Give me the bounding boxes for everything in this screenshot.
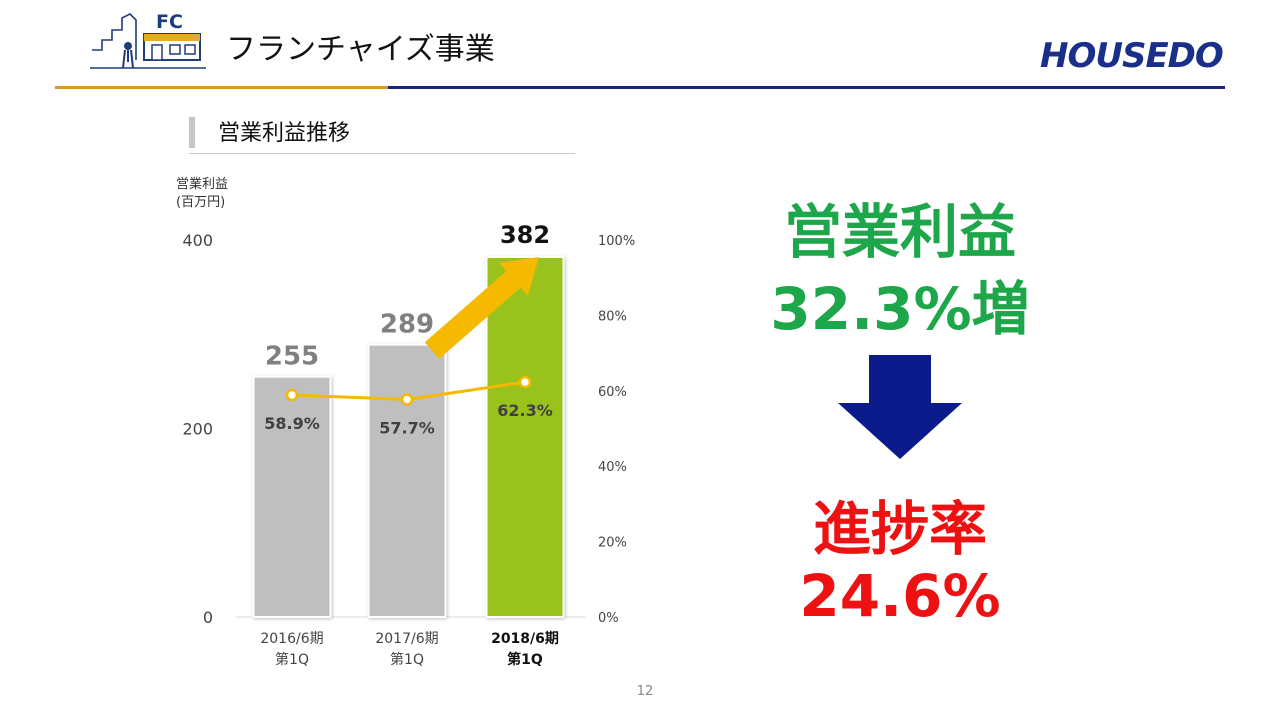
value-label: 289 bbox=[380, 310, 434, 340]
ratio-point bbox=[400, 393, 414, 406]
y2-tick-label: 100% bbox=[598, 234, 635, 249]
y-tick-label: 0 bbox=[203, 608, 213, 627]
y-axis-label: 営業利益 (百万円) bbox=[176, 176, 228, 212]
fc-franchise-logo bbox=[90, 13, 206, 69]
y2-tick-label: 20% bbox=[598, 536, 627, 551]
highlight-progress-value: 24.6% bbox=[799, 562, 1001, 630]
header-divider-orange bbox=[55, 86, 388, 89]
ratio-point bbox=[285, 388, 299, 402]
y-tick-label: 400 bbox=[182, 231, 213, 250]
ratio-label: 58.9% bbox=[264, 414, 320, 433]
y-axis-label-line1: 営業利益 bbox=[176, 177, 229, 192]
bar bbox=[485, 255, 565, 618]
ratio-label: 57.7% bbox=[379, 418, 435, 437]
category-label: 第1Q bbox=[507, 651, 543, 668]
y-tick-label: 200 bbox=[182, 420, 213, 439]
y2-tick-label: 80% bbox=[598, 309, 627, 324]
y2-tick-label: 0% bbox=[598, 611, 619, 626]
down-arrow-icon bbox=[838, 355, 962, 459]
page-title: フランチャイズ事業 bbox=[226, 32, 495, 67]
y-axis-label-line2: (百万円) bbox=[176, 195, 226, 210]
category-label: 2016/6期 bbox=[260, 631, 323, 647]
y2-tick-label: 40% bbox=[598, 460, 627, 475]
section-marker bbox=[189, 117, 195, 148]
page-number: 12 bbox=[636, 684, 654, 699]
header-divider-navy bbox=[388, 86, 1225, 89]
category-label: 2017/6期 bbox=[375, 631, 438, 647]
ratio-point bbox=[518, 375, 532, 389]
bar bbox=[252, 375, 332, 618]
fc-label: FC bbox=[156, 11, 183, 33]
highlight-metric: 営業利益 bbox=[783, 198, 1016, 266]
ratio-label: 62.3% bbox=[497, 401, 553, 420]
growth-arrow bbox=[424, 257, 539, 359]
highlight-progress-label: 進捗率 bbox=[812, 495, 987, 563]
highlight-growth: 32.3%増 bbox=[770, 275, 1030, 343]
category-label: 2018/6期 bbox=[491, 631, 559, 647]
section-title: 営業利益推移 bbox=[218, 121, 351, 146]
housedo-logo: HOUSEDO bbox=[1040, 36, 1224, 76]
category-label: 第1Q bbox=[390, 651, 424, 668]
value-label: 382 bbox=[500, 221, 550, 249]
y2-tick-label: 60% bbox=[598, 385, 627, 400]
section-underline bbox=[189, 153, 575, 154]
value-label: 255 bbox=[265, 342, 319, 372]
category-label: 第1Q bbox=[275, 651, 309, 668]
bar bbox=[367, 343, 447, 618]
